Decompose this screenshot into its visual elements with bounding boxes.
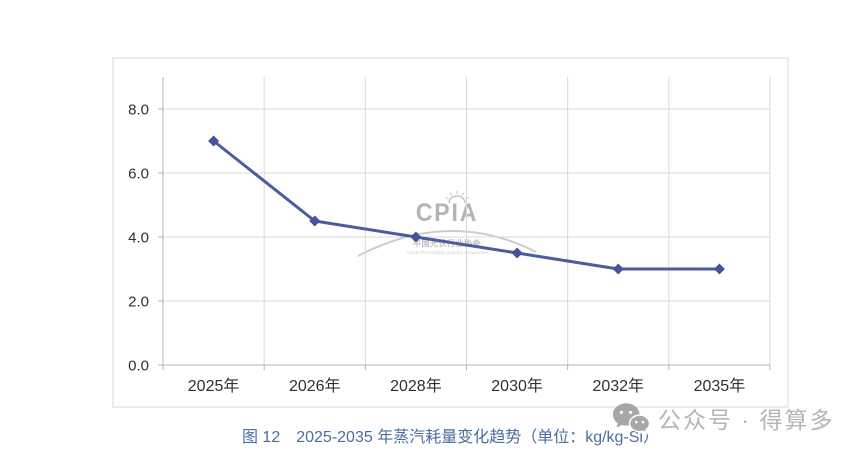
- data-point-marker: [309, 215, 321, 227]
- cpia-name-en: China Photovoltaic Industry Association: [406, 250, 488, 256]
- x-tick-label: 2030年: [491, 377, 543, 395]
- x-tick-label: 2032年: [592, 377, 644, 395]
- x-tick-label: 2028年: [390, 377, 442, 395]
- wechat-icon: [612, 402, 650, 435]
- y-tick-label: 0.0: [128, 358, 149, 375]
- wechat-watermark-text: 公众号 · 得算多: [658, 407, 835, 433]
- data-point-marker: [511, 247, 523, 259]
- wechat-watermark: 公众号 · 得算多: [612, 401, 834, 435]
- x-tick-label: 2026年: [289, 377, 341, 395]
- data-point-marker: [208, 135, 220, 147]
- y-tick-label: 2.0: [128, 294, 149, 311]
- y-tick-label: 4.0: [128, 230, 149, 247]
- x-tick-label: 2035年: [694, 377, 746, 395]
- x-tick-label: 2025年: [188, 377, 240, 395]
- data-point-marker: [612, 263, 624, 275]
- data-point-marker: [410, 231, 422, 243]
- y-tick-label: 8.0: [128, 102, 149, 119]
- figure-caption: 图 12 2025-2035 年蒸汽耗量变化趋势（单位：kg/kg-Si）: [241, 429, 659, 446]
- cpia-name-cn: 中国光伏行业协会: [413, 239, 481, 248]
- wechat-small-bubble: [628, 413, 650, 435]
- data-point-marker: [713, 263, 725, 275]
- y-tick-label: 6.0: [128, 166, 149, 183]
- chart-border: [112, 57, 789, 408]
